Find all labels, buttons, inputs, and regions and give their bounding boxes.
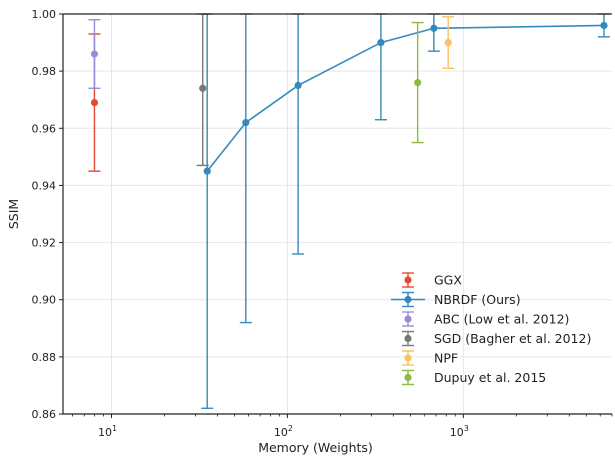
x-tick-label: 102 bbox=[274, 424, 293, 439]
legend-marker bbox=[404, 373, 412, 382]
y-tick-label: 0.92 bbox=[32, 237, 57, 250]
legend-label: GGX bbox=[434, 273, 462, 288]
legend-label: ABC (Low et al. 2012) bbox=[434, 312, 569, 327]
data-point bbox=[444, 38, 452, 47]
x-tick-base: 10 bbox=[98, 426, 112, 439]
legend-entry: GGX bbox=[402, 272, 462, 288]
x-tick-exponent: 3 bbox=[464, 424, 469, 433]
series-line bbox=[206, 24, 604, 172]
data-point bbox=[414, 78, 422, 87]
series-1 bbox=[201, 13, 610, 409]
y-tick-label: 0.90 bbox=[32, 294, 57, 307]
y-tick-label: 0.96 bbox=[32, 122, 57, 135]
legend-label: NPF bbox=[434, 351, 458, 366]
data-point bbox=[90, 98, 99, 107]
data-point bbox=[294, 81, 302, 90]
legend-marker bbox=[404, 315, 412, 323]
y-axis-label: SSIM bbox=[6, 199, 21, 229]
data-point bbox=[199, 84, 207, 92]
series-5 bbox=[411, 21, 424, 144]
series-4 bbox=[442, 16, 455, 69]
legend-marker bbox=[404, 354, 412, 362]
x-tick-base: 10 bbox=[274, 426, 288, 439]
y-tick-label: 0.98 bbox=[32, 65, 57, 78]
y-tick-label: 0.94 bbox=[32, 179, 57, 192]
y-tick-label: 1.00 bbox=[32, 8, 57, 21]
x-tick-exponent: 2 bbox=[288, 424, 293, 433]
grid-layer bbox=[63, 13, 612, 415]
legend-entry: SGD (Bagher et al. 2012) bbox=[402, 330, 591, 347]
data-point bbox=[242, 118, 250, 127]
series-layer bbox=[88, 13, 610, 409]
x-tick-label: 101 bbox=[98, 424, 117, 439]
y-tick-label: 0.86 bbox=[32, 408, 57, 421]
data-point bbox=[377, 38, 385, 47]
legend-marker bbox=[404, 295, 412, 304]
legend-entry: ABC (Low et al. 2012) bbox=[402, 311, 569, 327]
data-point bbox=[430, 24, 438, 32]
x-tick-label: 103 bbox=[450, 424, 469, 439]
legend-marker bbox=[404, 276, 412, 284]
x-tick-base: 10 bbox=[450, 426, 464, 439]
data-point bbox=[203, 167, 211, 175]
data-point bbox=[600, 21, 608, 30]
legend: GGX NBRDF (Ours) ABC (Low et al. 2012) SGD … bbox=[391, 272, 591, 386]
legend-label: SGD (Bagher et al. 2012) bbox=[434, 331, 591, 346]
data-point bbox=[90, 50, 99, 58]
legend-marker bbox=[404, 334, 412, 343]
legend-entry: NPF bbox=[402, 350, 458, 366]
x-tick-exponent: 1 bbox=[112, 424, 117, 433]
x-axis-label: Memory (Weights) bbox=[258, 440, 373, 455]
legend-label: Dupuy et al. 2015 bbox=[434, 370, 546, 385]
legend-label: NBRDF (Ours) bbox=[434, 292, 521, 307]
legend-entry: NBRDF (Ours) bbox=[391, 291, 521, 308]
legend-entry: Dupuy et al. 2015 bbox=[402, 369, 546, 386]
y-tick-label: 0.88 bbox=[32, 351, 57, 364]
series-2 bbox=[88, 19, 101, 89]
